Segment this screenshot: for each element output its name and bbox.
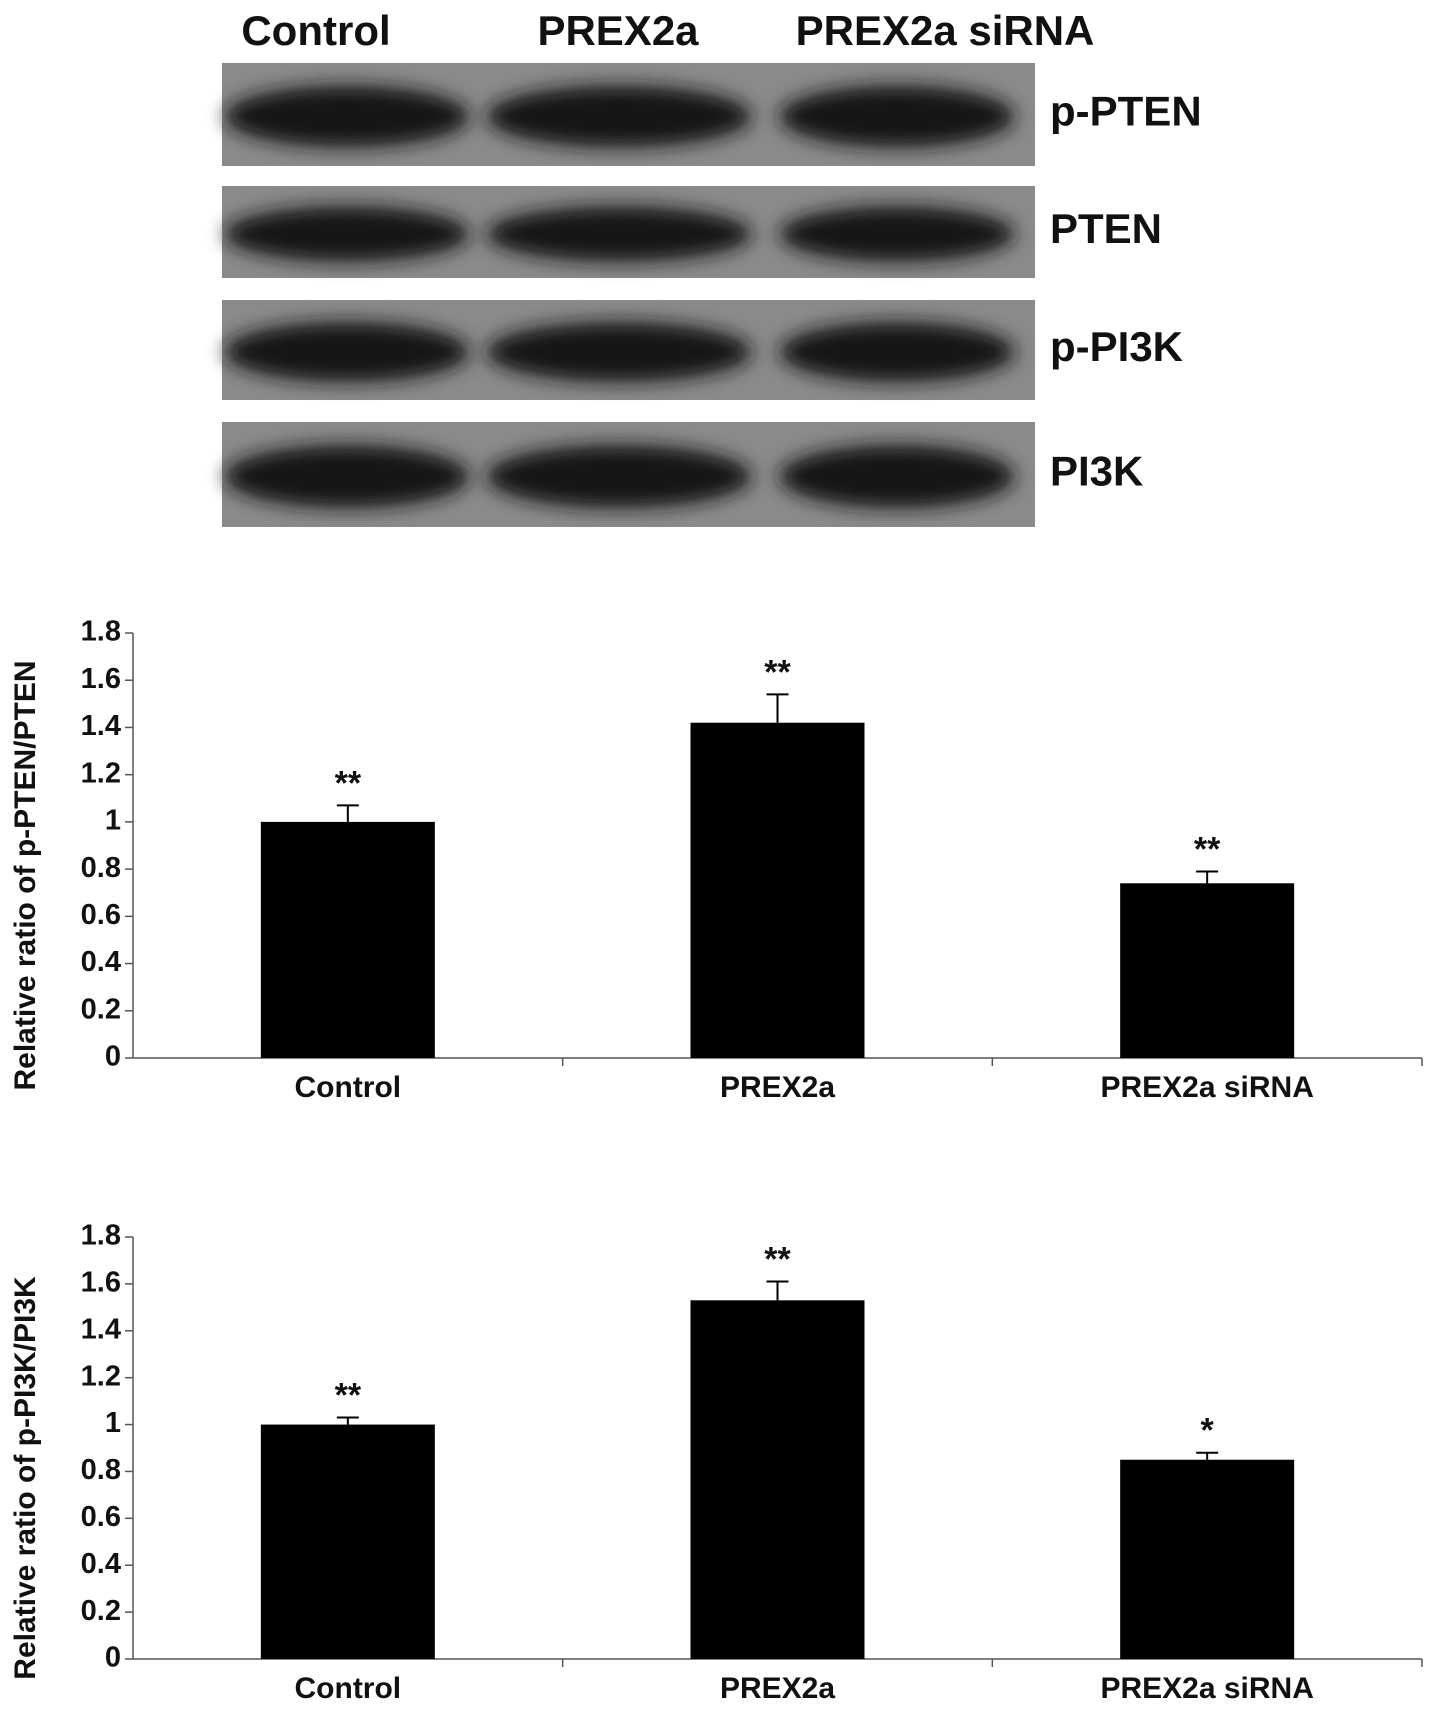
blot-band xyxy=(779,206,1015,262)
row-label: PI3K xyxy=(1050,448,1143,495)
y-tick-label: 1.8 xyxy=(81,616,121,648)
row-label: p-PTEN xyxy=(1050,88,1202,135)
bar xyxy=(1120,1459,1295,1659)
blot-band xyxy=(486,445,752,508)
bar xyxy=(260,821,435,1058)
y-tick-label: 0.8 xyxy=(81,1454,121,1486)
y-tick-label: 0 xyxy=(105,1041,121,1073)
y-tick-label: 1.4 xyxy=(81,1313,121,1345)
significance-label: ** xyxy=(764,1241,791,1279)
blot: Control PREX2a PREX2a siRNA xyxy=(241,7,1094,54)
row-label: p-PI3K xyxy=(1050,323,1183,370)
y-tick-label: 1.2 xyxy=(81,1360,121,1392)
y-tick-label: 1.6 xyxy=(81,1267,121,1299)
y-tick-label: 1 xyxy=(105,1407,121,1439)
x-tick-label: Control xyxy=(295,1672,402,1705)
blot-band xyxy=(486,85,752,148)
y-tick-label: 1.4 xyxy=(81,710,121,742)
row-label: PTEN xyxy=(1050,205,1162,252)
significance-label: ** xyxy=(764,653,791,691)
lane-label: PREX2a xyxy=(537,7,699,54)
x-tick-label: PREX2a siRNA xyxy=(1100,1071,1313,1104)
y-axis-label: Relative ratio of p-PTEN/PTEN xyxy=(9,660,42,1090)
blot-band xyxy=(224,445,470,508)
x-tick-label: Control xyxy=(295,1071,402,1104)
blot-band xyxy=(224,322,470,382)
significance-label: ** xyxy=(1194,830,1221,868)
significance-label: * xyxy=(1201,1412,1215,1450)
y-tick-label: 0.6 xyxy=(81,899,121,931)
y-tick-label: 0.4 xyxy=(81,946,121,978)
y-tick-label: 0.6 xyxy=(81,1501,121,1533)
x-tick-label: PREX2a siRNA xyxy=(1100,1672,1313,1705)
bar xyxy=(690,1300,865,1659)
blot-band xyxy=(779,445,1015,508)
blot-band xyxy=(486,322,752,382)
blot-band xyxy=(224,85,470,148)
bar xyxy=(690,722,865,1058)
blot-band xyxy=(779,322,1015,382)
x-tick-label: PREX2a xyxy=(720,1672,835,1705)
bar-chart: 0 0.2 0.4 0.6 0.8 1 1.2 1.4 1.6 1.8 Relative ratio… xyxy=(9,616,1423,1104)
y-tick-label: 1.8 xyxy=(81,1220,121,1252)
significance-label: ** xyxy=(335,1377,362,1415)
bar xyxy=(1120,883,1295,1058)
bar xyxy=(260,1424,435,1659)
y-axis-label: Relative ratio of p-PI3K/PI3K xyxy=(9,1276,42,1680)
y-tick-label: 1 xyxy=(105,805,121,837)
y-tick-label: 0.4 xyxy=(81,1548,121,1580)
significance-label: ** xyxy=(335,764,362,802)
y-tick-label: 0.8 xyxy=(81,852,121,884)
y-tick-label: 0.2 xyxy=(81,993,121,1025)
y-tick-label: 0 xyxy=(105,1642,121,1674)
bar-chart: 0 0.2 0.4 0.6 0.8 1 1.2 1.4 1.6 1.8 Relative ratio… xyxy=(9,1220,1423,1705)
y-tick-label: 0.2 xyxy=(81,1595,121,1627)
x-tick-label: PREX2a xyxy=(720,1071,835,1104)
y-tick-label: 1.2 xyxy=(81,757,121,789)
y-tick-label: 1.6 xyxy=(81,663,121,695)
lane-label: PREX2a siRNA xyxy=(796,7,1095,54)
blot-band xyxy=(779,85,1015,148)
lane-label: Control xyxy=(241,7,390,54)
blot-band xyxy=(224,206,470,262)
blot-band xyxy=(486,206,752,262)
